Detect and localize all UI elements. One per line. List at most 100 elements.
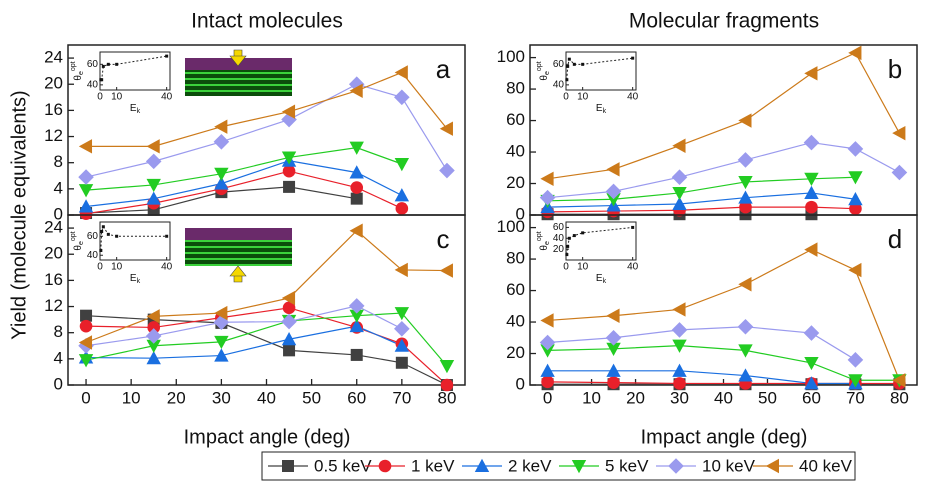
column-title: Intact molecules (191, 10, 343, 33)
marker (737, 152, 754, 168)
series-line (547, 176, 856, 202)
marker (804, 356, 819, 371)
marker (848, 262, 862, 278)
marker (803, 325, 820, 341)
x-tick-label: 40 (257, 388, 276, 407)
marker (673, 377, 686, 390)
x-tick-label: 80 (890, 388, 909, 407)
marker (848, 171, 863, 185)
marker (394, 188, 410, 202)
inset-marker (566, 244, 570, 248)
marker (350, 192, 363, 205)
y-tick-label: 0 (516, 204, 525, 223)
inset-x-tick-label: 40 (161, 92, 173, 103)
inset-x-tick-label: 0 (563, 262, 569, 273)
marker (739, 200, 752, 214)
inset-frame (99, 221, 171, 261)
marker (78, 139, 93, 154)
inset-marker (631, 225, 635, 229)
marker (214, 176, 229, 190)
panel-letter: a (436, 54, 451, 84)
marker (439, 121, 453, 136)
inset-marker (106, 232, 110, 236)
marker (738, 190, 753, 204)
x-tick-label: 30 (670, 388, 689, 407)
marker (145, 328, 162, 344)
inset-y-label-sub: e (544, 71, 551, 75)
marker (214, 305, 228, 321)
y-tick-label: 60 (506, 110, 525, 129)
marker (605, 329, 622, 346)
marker (606, 193, 621, 207)
inset-marker (581, 62, 585, 66)
marker (848, 45, 862, 61)
y-tick-label: 80 (506, 249, 525, 268)
inset-x-tick-label: 10 (111, 262, 123, 273)
legend-label: 0.5 keV (314, 456, 372, 475)
marker (349, 83, 363, 98)
inset-y-tick-label: 20 (553, 244, 565, 255)
x-tick-label: 0 (543, 388, 552, 407)
inset-y-label-sup: opt (70, 61, 77, 71)
x-tick-label: 30 (212, 388, 231, 407)
x-tick-label: 60 (347, 388, 366, 407)
marker (281, 332, 297, 346)
marker (350, 348, 363, 361)
marker (847, 352, 864, 368)
inset-marker (567, 236, 571, 240)
marker (394, 89, 410, 106)
marker (146, 178, 161, 193)
series-line (85, 147, 403, 191)
y-tick-label: 20 (506, 343, 525, 362)
inset-y-label-main: θ (73, 75, 84, 81)
series-line (86, 325, 403, 359)
marker (213, 314, 230, 331)
inset-marker (631, 56, 635, 60)
inset-x-label: Ek (596, 103, 607, 115)
inset-frame (99, 51, 171, 91)
panel-letter: b (888, 54, 902, 84)
marker (283, 344, 296, 357)
inset-marker (165, 54, 169, 58)
x-tick-label: 0 (81, 388, 90, 407)
inset-y-label-sub: e (78, 241, 85, 245)
y-tick-label: 4 (54, 348, 63, 367)
inset-x-label: Ek (596, 273, 607, 285)
marker (804, 376, 819, 390)
inset-x-tick-label: 0 (97, 262, 103, 273)
marker (803, 134, 820, 151)
marker (671, 169, 688, 186)
marker (891, 164, 908, 181)
marker (606, 363, 621, 377)
x-tick-label: 50 (758, 388, 777, 407)
x-tick-label: 50 (302, 388, 321, 407)
marker (672, 138, 686, 153)
inset-marker (165, 234, 169, 238)
inset-marker (115, 62, 119, 66)
inset-y-label-sub: e (78, 71, 85, 75)
marker (146, 309, 160, 324)
inset-y-label: θeopt (536, 61, 551, 80)
inset-marker (567, 57, 571, 61)
inset-x-label-sub: k (137, 278, 141, 285)
marker (214, 335, 229, 350)
x-tick-label: 40 (714, 388, 733, 407)
inset-y-tick-label: 60 (87, 231, 99, 242)
x-axis-label: Impact angle (deg) (641, 426, 808, 448)
inset-marker (565, 78, 569, 82)
x-tick-label: 20 (167, 388, 186, 407)
inset-y-tick-label: 60 (87, 59, 99, 70)
legend-label: 2 keV (508, 456, 552, 475)
marker (892, 373, 906, 388)
series-line (547, 326, 856, 361)
marker (607, 376, 620, 389)
marker (672, 363, 687, 377)
inset-y-tick-label: 60 (553, 222, 565, 233)
marker (672, 339, 687, 353)
marker (539, 334, 556, 351)
y-tick-label: 0 (54, 374, 63, 393)
marker (349, 165, 364, 179)
x-tick-label: 70 (392, 388, 411, 407)
panel-letter: c (437, 224, 450, 254)
marker (281, 104, 296, 119)
